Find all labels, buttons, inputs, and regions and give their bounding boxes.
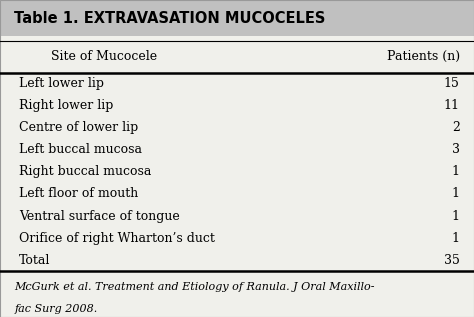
Text: 15: 15 xyxy=(444,77,460,90)
Text: Left floor of mouth: Left floor of mouth xyxy=(19,187,138,200)
Text: Patients (n): Patients (n) xyxy=(387,50,460,63)
Text: 11: 11 xyxy=(444,100,460,113)
Text: Right buccal mucosa: Right buccal mucosa xyxy=(19,165,151,178)
Text: Centre of lower lip: Centre of lower lip xyxy=(19,121,138,134)
Text: Table 1. EXTRAVASATION MUCOCELES: Table 1. EXTRAVASATION MUCOCELES xyxy=(14,11,326,26)
Text: 1: 1 xyxy=(452,231,460,244)
Text: 1: 1 xyxy=(452,165,460,178)
Text: Left lower lip: Left lower lip xyxy=(19,77,104,90)
Text: 35: 35 xyxy=(444,254,460,267)
Text: Ventral surface of tongue: Ventral surface of tongue xyxy=(19,210,180,223)
Text: Site of Mucocele: Site of Mucocele xyxy=(51,50,157,63)
Text: Orifice of right Wharton’s duct: Orifice of right Wharton’s duct xyxy=(19,231,215,244)
Text: Total: Total xyxy=(19,254,50,267)
Bar xyxy=(0,0,474,36)
Text: fac Surg 2008.: fac Surg 2008. xyxy=(14,304,98,314)
Text: Right lower lip: Right lower lip xyxy=(19,100,113,113)
Text: 2: 2 xyxy=(452,121,460,134)
Text: 3: 3 xyxy=(452,144,460,157)
Text: 1: 1 xyxy=(452,187,460,200)
Text: 1: 1 xyxy=(452,210,460,223)
Text: Left buccal mucosa: Left buccal mucosa xyxy=(19,144,142,157)
Text: McGurk et al. Treatment and Etiology of Ranula. J Oral Maxillo-: McGurk et al. Treatment and Etiology of … xyxy=(14,282,375,292)
